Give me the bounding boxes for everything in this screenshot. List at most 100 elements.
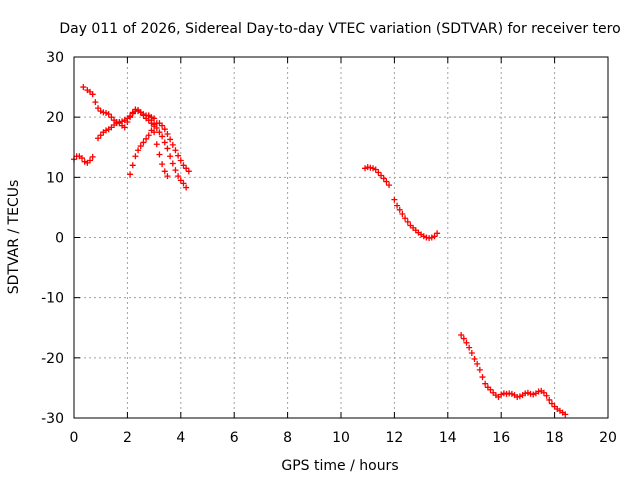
data-point [487, 386, 494, 393]
x-tick-label: 4 [176, 430, 185, 446]
grid [74, 57, 608, 418]
data-point [103, 127, 110, 134]
data-point [177, 157, 184, 164]
data-point [471, 356, 478, 363]
data-point [479, 374, 486, 381]
x-tick-label: 18 [546, 430, 564, 446]
data-point [402, 215, 409, 222]
data-point [463, 339, 470, 346]
data-points [71, 84, 569, 418]
data-point [159, 122, 166, 129]
data-point [172, 147, 179, 154]
data-point [159, 161, 166, 168]
data-point [476, 366, 483, 373]
data-point [474, 360, 481, 367]
data-point [498, 391, 505, 398]
data-point [151, 121, 158, 128]
data-point [156, 151, 163, 158]
data-point [172, 167, 179, 174]
data-point [89, 153, 96, 160]
x-tick-label: 6 [230, 430, 239, 446]
y-tick-labels: -30 -20 -10 0 10 20 30 [41, 50, 64, 427]
data-point [161, 139, 168, 146]
data-point [105, 111, 112, 118]
data-point [394, 202, 401, 209]
data-point [391, 196, 398, 203]
y-tick-label: 10 [46, 170, 64, 186]
data-point [431, 233, 438, 240]
data-point [97, 132, 104, 139]
data-point [362, 165, 369, 172]
series-arc-b [80, 84, 128, 131]
data-point [468, 350, 475, 357]
x-tick-label: 14 [439, 430, 457, 446]
data-point [103, 109, 110, 116]
series-arc-h [458, 331, 569, 418]
data-point [167, 136, 174, 143]
x-tick-label: 2 [123, 430, 132, 446]
data-point [169, 141, 176, 148]
data-point [87, 157, 94, 164]
data-point [434, 230, 441, 237]
data-point [516, 393, 523, 400]
data-point [156, 129, 163, 136]
data-point [183, 165, 190, 172]
data-point [177, 177, 184, 184]
y-tick-label: -30 [41, 411, 64, 427]
data-point [137, 143, 144, 150]
plot-frame [73, 56, 609, 419]
data-point [383, 178, 390, 185]
data-point [543, 392, 550, 399]
data-point [161, 126, 168, 133]
data-point [127, 171, 134, 178]
x-tick-label: 10 [332, 430, 350, 446]
data-point [151, 129, 158, 136]
chart-title: Day 011 of 2026, Sidereal Day-to-day VTE… [59, 21, 620, 37]
y-tick-label: 30 [46, 50, 64, 66]
data-point [540, 389, 547, 396]
data-point [127, 114, 134, 121]
data-point [508, 390, 515, 397]
series-arc-f [145, 112, 190, 191]
x-tick-label: 16 [492, 430, 510, 446]
data-point [399, 211, 406, 218]
data-point [140, 139, 147, 146]
data-point [378, 172, 385, 179]
x-tick-label: 12 [385, 430, 403, 446]
data-point [164, 145, 171, 152]
data-point [121, 124, 128, 131]
x-tick-label: 0 [70, 430, 79, 446]
data-point [145, 112, 152, 119]
data-point [129, 162, 136, 169]
data-point [113, 120, 120, 127]
series-arc-a [71, 153, 96, 166]
data-point [185, 168, 192, 175]
x-tick-label: 8 [283, 430, 292, 446]
data-point [161, 168, 168, 175]
data-point [137, 109, 144, 116]
data-point [180, 162, 187, 169]
data-point [143, 135, 150, 142]
y-tick-label: 20 [46, 110, 64, 126]
data-point [79, 155, 86, 162]
data-point [167, 153, 174, 160]
data-point [466, 344, 473, 351]
data-point [370, 165, 377, 172]
data-point [164, 173, 171, 180]
y-tick-label: -10 [41, 291, 64, 307]
data-point [530, 391, 537, 398]
data-point [80, 84, 87, 91]
data-point [460, 335, 467, 342]
data-point [145, 132, 152, 139]
data-point [108, 114, 115, 121]
data-point [132, 153, 139, 160]
data-point [396, 206, 403, 213]
data-point [458, 331, 465, 338]
data-point [175, 173, 182, 180]
data-point [95, 105, 102, 112]
data-point [159, 133, 166, 140]
data-point [95, 135, 102, 142]
data-point [546, 396, 553, 403]
data-point [548, 400, 555, 407]
